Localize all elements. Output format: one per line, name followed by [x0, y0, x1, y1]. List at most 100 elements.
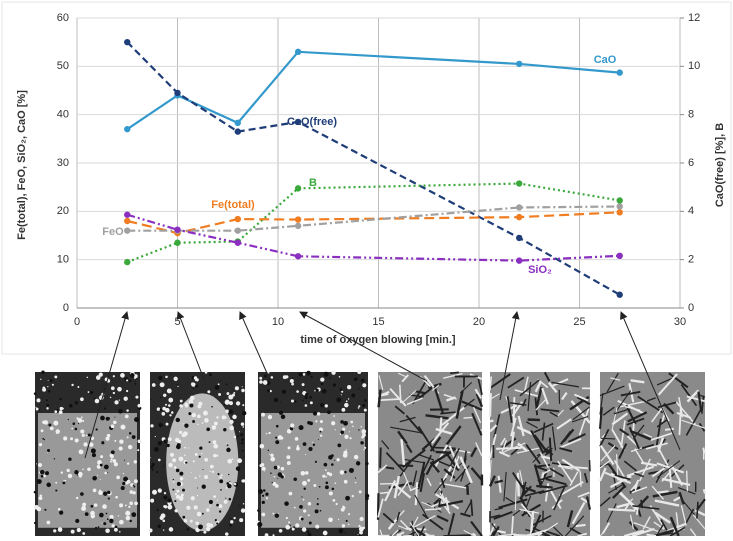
texture: [55, 482, 57, 484]
texture: [212, 425, 217, 430]
texture: [197, 512, 202, 517]
texture: [150, 399, 151, 400]
texture: [201, 453, 202, 454]
texture: [125, 504, 127, 506]
texture: [36, 463, 37, 464]
texture: [213, 444, 218, 449]
texture: [259, 377, 262, 380]
texture: [358, 525, 360, 527]
texture: [118, 409, 123, 414]
data-point: [235, 216, 241, 222]
texture: [243, 511, 244, 512]
texture: [315, 525, 319, 529]
texture: [355, 477, 356, 478]
texture: [214, 422, 218, 426]
texture: [95, 527, 97, 529]
texture: [199, 475, 200, 476]
texture: [228, 474, 229, 475]
texture: [286, 455, 290, 459]
texture: [305, 471, 309, 475]
texture: [155, 436, 156, 437]
texture: [294, 401, 296, 403]
texture: [35, 407, 36, 408]
texture: [127, 480, 131, 484]
texture: [292, 378, 293, 379]
texture: [336, 503, 338, 505]
texture: [274, 398, 278, 402]
texture: [242, 411, 246, 415]
texture: [134, 378, 136, 380]
texture: [44, 509, 46, 511]
texture: [322, 389, 327, 394]
texture: [82, 503, 86, 507]
y-tick-label: 60: [57, 12, 69, 24]
texture: [169, 527, 174, 532]
texture: [167, 388, 172, 393]
texture: [168, 398, 173, 403]
texture: [152, 383, 156, 387]
micrograph: [600, 372, 705, 536]
texture: [331, 421, 335, 425]
texture: [114, 462, 118, 466]
texture: [40, 494, 42, 496]
texture: [134, 383, 136, 385]
texture: [107, 472, 108, 473]
texture: [303, 442, 307, 446]
data-point: [174, 227, 180, 233]
texture: [349, 468, 354, 473]
y2-tick-label: 6: [688, 157, 694, 169]
texture: [132, 435, 136, 439]
texture: [276, 425, 279, 428]
texture: [168, 463, 172, 467]
texture: [229, 498, 232, 501]
texture: [179, 457, 184, 462]
texture: [316, 389, 319, 392]
texture: [386, 467, 394, 468]
texture: [112, 524, 115, 527]
texture: [480, 430, 482, 431]
texture: [58, 527, 63, 532]
texture: [37, 507, 41, 511]
texture: [230, 518, 231, 519]
texture: [41, 429, 44, 432]
texture: [302, 383, 305, 386]
texture: [90, 391, 93, 394]
y-tick-label: 10: [57, 254, 69, 266]
texture: [240, 433, 243, 436]
texture: [328, 517, 333, 522]
texture: [287, 461, 291, 465]
texture: [203, 531, 206, 534]
texture: [157, 524, 160, 527]
texture: [158, 376, 162, 380]
texture: [274, 476, 276, 478]
texture: [165, 376, 168, 379]
texture: [220, 380, 221, 381]
texture: [110, 458, 112, 460]
texture: [225, 409, 228, 412]
texture: [335, 482, 337, 484]
texture: [608, 509, 635, 510]
texture: [347, 385, 351, 389]
texture: [97, 475, 98, 476]
texture: [279, 529, 283, 533]
texture: [129, 380, 131, 382]
texture: [257, 522, 262, 527]
texture: [88, 433, 91, 436]
texture: [275, 484, 279, 488]
texture: [47, 521, 51, 525]
texture: [79, 449, 84, 454]
texture: [340, 470, 344, 474]
texture: [58, 508, 61, 511]
texture: [193, 460, 195, 462]
texture: [324, 463, 328, 467]
texture: [229, 524, 232, 527]
texture: [365, 494, 369, 498]
texture: [225, 400, 230, 405]
texture: [222, 415, 226, 419]
texture: [184, 424, 188, 428]
texture: [286, 517, 288, 519]
texture: [152, 463, 155, 466]
texture: [265, 493, 268, 496]
texture: [172, 489, 174, 491]
texture: [107, 434, 110, 437]
